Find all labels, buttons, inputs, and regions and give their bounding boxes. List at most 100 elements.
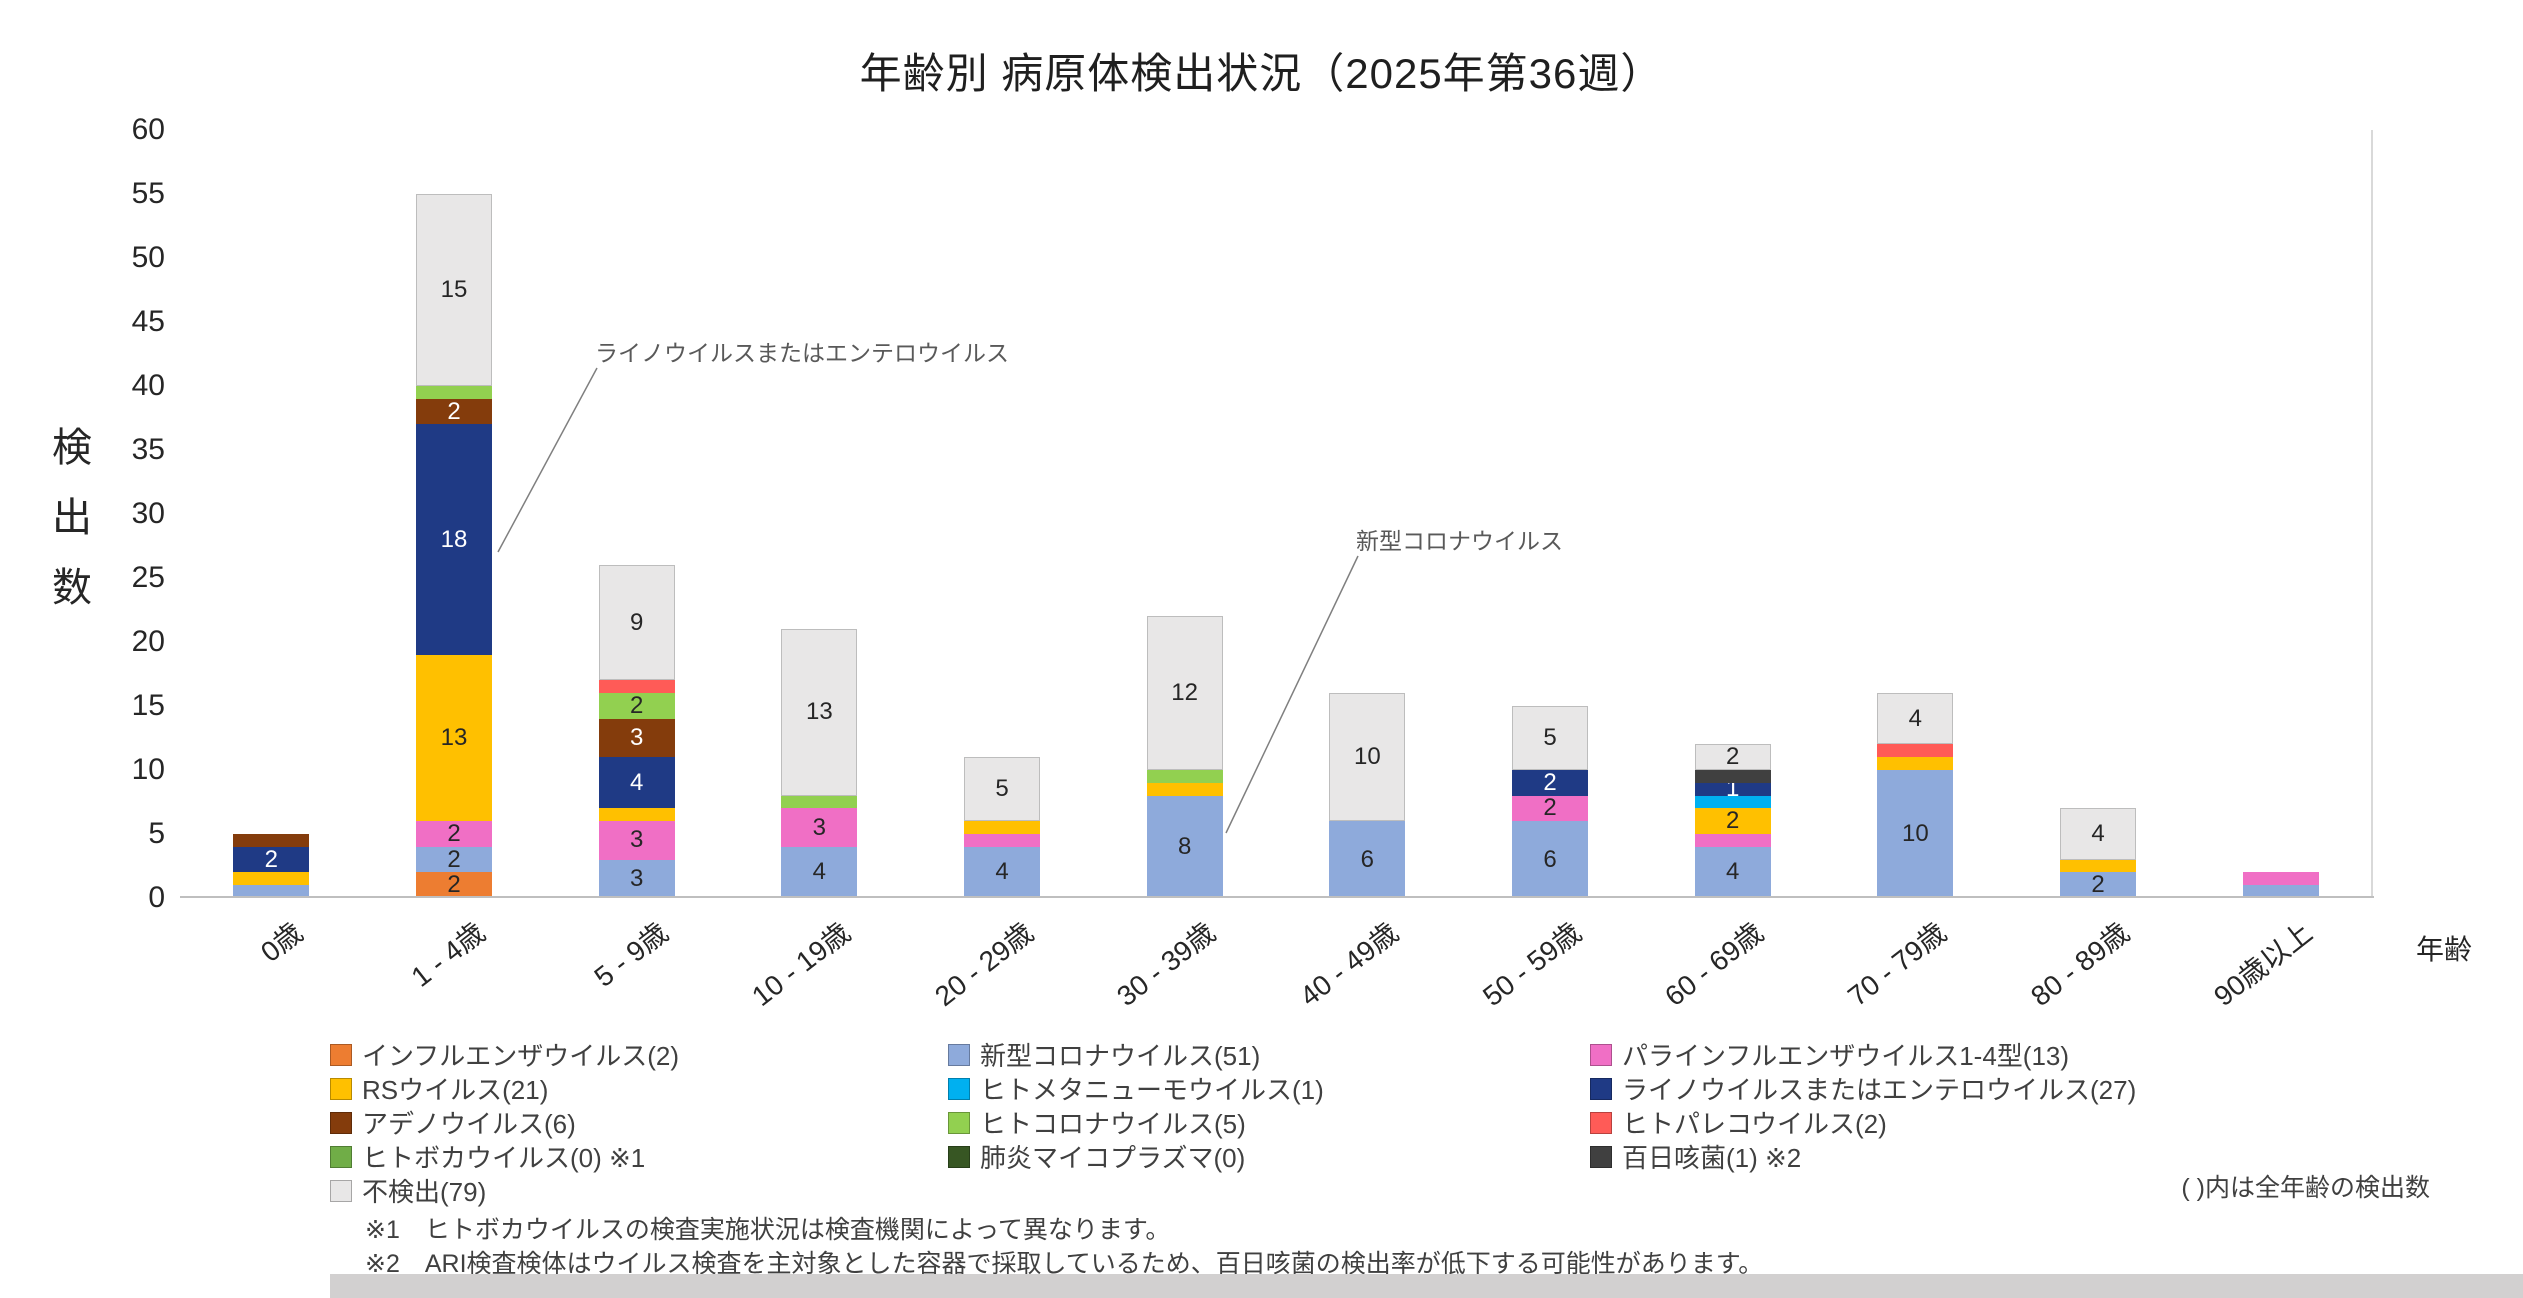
bar-segment: 8: [1146, 795, 1223, 898]
y-axis-title-char: 出: [52, 496, 92, 540]
legend-swatch: [330, 1179, 352, 1202]
y-axis-tick-label: 45: [131, 305, 165, 338]
bar-segment: 2: [1512, 768, 1588, 796]
bar-value-label: 2: [629, 692, 644, 720]
y-axis-tick-label: 55: [131, 177, 165, 210]
bar-value-label: 5: [995, 775, 1009, 803]
bar-segment: 4: [964, 846, 1040, 898]
bar-value-label: 2: [447, 845, 461, 873]
bar-value-label: 3: [812, 813, 826, 841]
legend-item: パラインフルエンザウイルス1-4型(13): [1590, 1036, 2069, 1073]
legend-item: ヒトメタニューモウイルス(1): [948, 1070, 1324, 1107]
legend-swatch: [1590, 1111, 1612, 1134]
bar-segment: 4: [1877, 693, 1954, 745]
bar-segment: 6: [1329, 821, 1406, 898]
legend-swatch: [1590, 1043, 1612, 1066]
bar-segment: [781, 795, 858, 809]
x-axis-label: 40 - 49歳: [1294, 916, 1405, 1013]
legend-label: ヒトボカウイルス(0) ※1: [362, 1143, 646, 1173]
bar-value-label: 9: [629, 608, 644, 636]
legend-swatch: [330, 1043, 352, 1066]
bar-segment: [598, 808, 675, 822]
bar-segment: 3: [598, 821, 675, 860]
plot-area: 2 2 2 2 13 18 2 15 3 3 4 3 2 9 4 3 13 4 5 8 12 6 10 6 2 2 5 4 2 1 2 10 4…: [180, 130, 2372, 898]
bar-value-label: 4: [629, 768, 644, 796]
bar-segment: 9: [598, 565, 675, 681]
legend-item: 肺炎マイコプラズマ(0): [948, 1138, 1245, 1175]
bar-segment: 18: [416, 424, 492, 655]
legend-item: アデノウイルス(6): [330, 1104, 576, 1141]
bar-value-label: 4: [1725, 858, 1740, 886]
legend-label: ライノウイルスまたはエンテロウイルス(27): [1622, 1075, 2137, 1105]
bar-value-label: 2: [447, 820, 461, 848]
annotation-covid: 新型コロナウイルス: [1356, 528, 1563, 554]
bar-value-label: 6: [1360, 845, 1374, 873]
bar-segment: 2: [416, 820, 492, 848]
bar-segment: 2: [416, 871, 492, 899]
footnote-1: ※1 ヒトボカウイルスの検査実施状況は検査機関によって異なります。: [365, 1216, 1171, 1244]
bar-segment: 2: [416, 845, 492, 873]
bar-segment: [1694, 770, 1771, 783]
legend-item: 百日咳菌(1) ※2: [1590, 1138, 1801, 1175]
bar-value-label: 3: [629, 826, 644, 854]
bar-value-label: 10: [1353, 743, 1381, 771]
legend-label: 百日咳菌(1) ※2: [1622, 1143, 1802, 1173]
bar-segment: 1: [1694, 775, 1771, 802]
bar-segment: [1694, 795, 1771, 809]
legend-swatch: [948, 1043, 970, 1066]
bar-value-label: 10: [1901, 820, 1929, 847]
bar-segment: 2: [598, 692, 675, 720]
bar-segment: [964, 821, 1040, 834]
bar-value-label: 2: [1543, 768, 1557, 796]
bar-segment: 2: [1512, 794, 1588, 822]
legend-label: ヒトコロナウイルス(5): [980, 1109, 1246, 1139]
bar-segment: 2: [2060, 871, 2136, 899]
x-axis-line: [180, 896, 2374, 898]
bar-segment: 3: [598, 718, 675, 758]
bar-segment: [233, 885, 310, 898]
bar-value-label: 2: [447, 871, 461, 899]
bar-segment: 15: [416, 194, 492, 386]
y-axis-tick-label: 5: [148, 817, 165, 850]
footnote-2: ※2 ARI検査検体はウイルス検査を主対象とした容器で採取しているため、百日咳菌…: [365, 1250, 1764, 1278]
legend-swatch: [1590, 1077, 1612, 1100]
legend-label: RSウイルス(21): [362, 1075, 549, 1105]
bar-value-label: 2: [2091, 871, 2105, 899]
legend-swatch: [1590, 1145, 1612, 1168]
y-axis-tick-label: 50: [131, 241, 165, 274]
y-axis-tick-label: 40: [131, 369, 165, 402]
bar-segment: 2: [1694, 743, 1771, 771]
legend-swatch: [948, 1077, 970, 1100]
bar-segment: [1877, 744, 1954, 758]
bar-segment: [1146, 770, 1223, 783]
legend-swatch: [330, 1077, 352, 1100]
chart-title: 年齢別 病原体検出状況（2025年第36週）: [859, 50, 1664, 97]
bar-segment: [1146, 782, 1223, 796]
bar-value-label: 4: [812, 858, 826, 886]
bar-segment: 3: [781, 808, 858, 847]
y-axis-tick-label: 25: [131, 561, 165, 594]
window-bottom-edge: [330, 1274, 2523, 1298]
legend-label: 新型コロナウイルス(51): [980, 1041, 1261, 1071]
bar-value-label: 2: [264, 845, 278, 873]
bar-segment: [2242, 885, 2319, 898]
bar-value-label: 3: [629, 724, 644, 751]
bar-segment: 13: [416, 654, 492, 822]
bar-value-label: 4: [1908, 704, 1922, 732]
legend-swatch: [948, 1111, 970, 1134]
bar-value-label: 2: [1543, 794, 1557, 822]
bar-segment: [1877, 757, 1954, 770]
legend-item: ヒトコロナウイルス(5): [948, 1104, 1246, 1141]
bar-value-label: 4: [2091, 820, 2105, 848]
y-axis-tick-label: 30: [131, 497, 165, 530]
bar-value-label: 4: [995, 858, 1009, 886]
bar-segment: 10: [1877, 770, 1954, 898]
bar-segment: [964, 834, 1040, 847]
x-axis-label: 5 - 9歳: [588, 916, 674, 993]
bar-value-label: 5: [1543, 724, 1557, 751]
bar-segment: 3: [598, 859, 675, 898]
legend-swatch: [330, 1145, 352, 1168]
bar-value-label: 2: [1725, 743, 1740, 771]
x-axis-label: 80 - 89歳: [2024, 916, 2135, 1013]
bar-segment: 13: [781, 629, 858, 796]
